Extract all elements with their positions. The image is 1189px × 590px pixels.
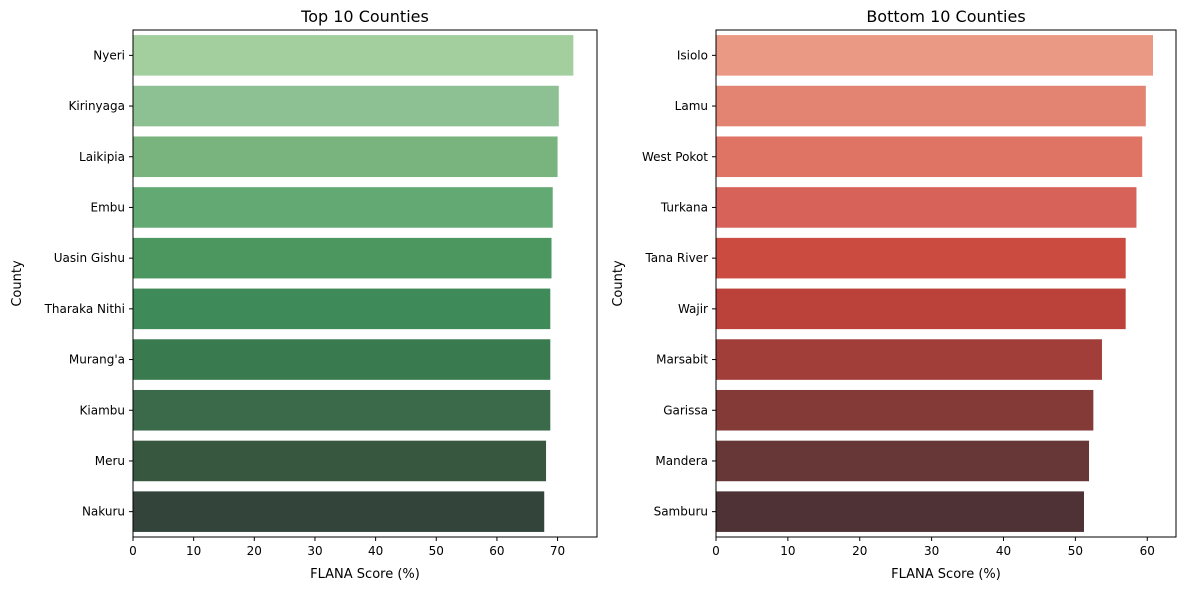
x-tick-label: 10 xyxy=(780,544,795,558)
bar-embu xyxy=(133,187,553,228)
x-tick-label: 0 xyxy=(712,544,720,558)
x-axis-label: FLANA Score (%) xyxy=(310,567,420,582)
y-tick-label: Uasin Gishu xyxy=(54,251,125,265)
bar-garissa xyxy=(716,389,1094,431)
plot-frame xyxy=(132,29,598,538)
top-counties-chart: Top 10 Counties FLANA Score (%) County N… xyxy=(10,7,598,582)
y-tick-label: Nyeri xyxy=(93,48,125,62)
x-tick-label: 30 xyxy=(307,544,322,558)
y-axis-label: County xyxy=(10,260,25,307)
x-tick-label: 40 xyxy=(368,544,383,558)
x-tick-label: 60 xyxy=(1140,544,1155,558)
bar-murang-a xyxy=(133,339,551,380)
y-tick-label: Mandera xyxy=(655,454,708,468)
y-tick-label: West Pokot xyxy=(642,150,708,164)
x-tick-label: 20 xyxy=(852,544,867,558)
plot-frame xyxy=(715,29,1177,538)
bar-tharaka-nithi xyxy=(133,288,551,330)
bar-laikipia xyxy=(133,136,558,178)
y-tick-label: Marsabit xyxy=(656,353,708,367)
x-tick-label: 0 xyxy=(129,544,137,558)
y-tick-label: Kirinyaga xyxy=(68,99,125,113)
bar-kirinyaga xyxy=(133,85,559,127)
bar-samburu xyxy=(716,491,1084,532)
bar-nakuru xyxy=(133,491,545,532)
y-axis-label: County xyxy=(611,260,626,307)
y-tick-label: Kiambu xyxy=(80,403,125,417)
x-tick-label: 10 xyxy=(186,544,201,558)
y-tick-label: Tana River xyxy=(644,251,708,265)
bar-west-pokot xyxy=(716,136,1143,178)
bar-isiolo xyxy=(716,35,1153,76)
x-tick-label: 50 xyxy=(429,544,444,558)
x-axis-label: FLANA Score (%) xyxy=(891,567,1001,582)
x-tick-label: 30 xyxy=(924,544,939,558)
x-tick-label: 60 xyxy=(489,544,504,558)
x-tick-label: 20 xyxy=(247,544,262,558)
y-tick-label: Turkana xyxy=(660,200,708,214)
bar-marsabit xyxy=(716,339,1102,380)
bar-wajir xyxy=(716,288,1126,330)
y-tick-label: Samburu xyxy=(654,505,708,519)
y-tick-label: Meru xyxy=(95,454,125,468)
y-tick-label: Murang'a xyxy=(69,353,125,367)
y-tick-label: Garissa xyxy=(663,403,708,417)
bar-nyeri xyxy=(133,35,574,76)
bar-lamu xyxy=(716,85,1146,127)
y-tick-label: Isiolo xyxy=(677,48,708,62)
bottom-counties-chart: Bottom 10 Counties FLANA Score (%) Count… xyxy=(611,7,1177,582)
bar-meru xyxy=(133,440,547,482)
chart-title: Bottom 10 Counties xyxy=(866,7,1025,26)
bar-kiambu xyxy=(133,389,551,431)
y-tick-label: Wajir xyxy=(678,302,708,316)
y-tick-label: Tharaka Nithi xyxy=(44,302,125,316)
chart-title: Top 10 Counties xyxy=(300,7,429,26)
x-tick-label: 70 xyxy=(550,544,565,558)
y-tick-label: Laikipia xyxy=(79,150,125,164)
bar-uasin-gishu xyxy=(133,237,552,279)
x-tick-label: 40 xyxy=(996,544,1011,558)
bar-turkana xyxy=(716,187,1137,228)
bar-tana-river xyxy=(716,237,1126,279)
bar-mandera xyxy=(716,440,1090,482)
y-tick-label: Nakuru xyxy=(82,505,125,519)
y-tick-label: Lamu xyxy=(675,99,708,113)
y-tick-label: Embu xyxy=(91,200,126,214)
x-tick-label: 50 xyxy=(1068,544,1083,558)
